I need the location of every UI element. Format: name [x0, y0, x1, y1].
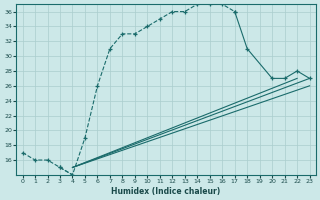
- X-axis label: Humidex (Indice chaleur): Humidex (Indice chaleur): [111, 187, 221, 196]
